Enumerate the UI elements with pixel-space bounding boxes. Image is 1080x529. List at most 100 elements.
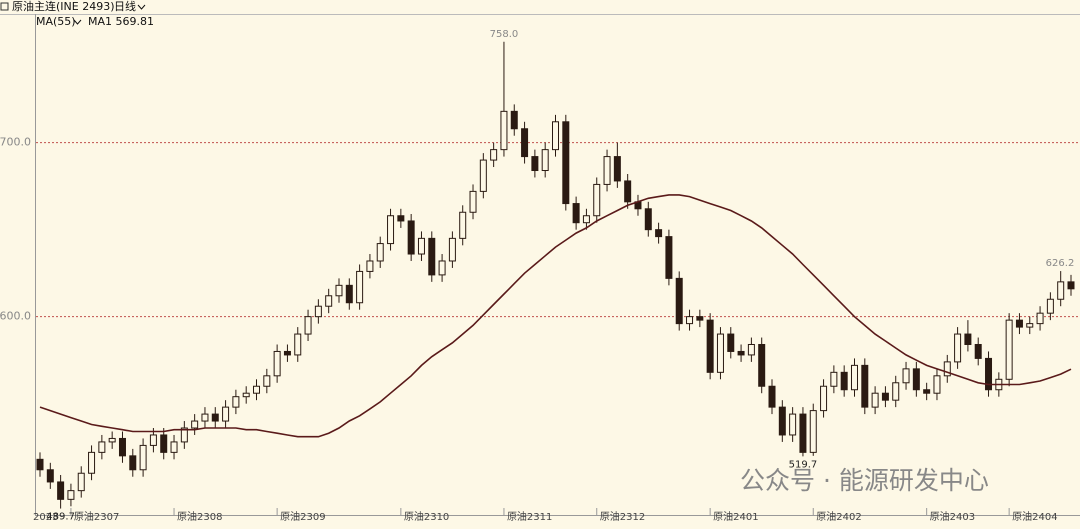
candle-body [696, 316, 704, 321]
candle-body [500, 110, 508, 151]
candle-body [943, 361, 951, 377]
candle-body [88, 451, 96, 474]
x-tick-label: 原油2310 [404, 510, 449, 523]
candle-body [160, 434, 168, 453]
extreme-label: 758.0 [490, 29, 519, 40]
candle-body [36, 458, 44, 471]
period-dropdown[interactable] [137, 4, 146, 10]
candle-body [541, 149, 549, 172]
candle-body [737, 350, 745, 356]
candle-body [809, 410, 817, 453]
candle-body [510, 110, 518, 130]
x-tick-label: 原油2401 [713, 510, 758, 523]
extreme-label: 489.7 [46, 512, 75, 523]
y-tick-label: 700.0 [0, 136, 31, 149]
candle-body [912, 368, 920, 391]
candle-body [552, 121, 559, 151]
candle-body [438, 260, 446, 276]
candle-body [263, 375, 271, 387]
candle-body [376, 243, 384, 262]
candle-body [428, 237, 436, 276]
candle-body [747, 343, 755, 356]
candle-body [294, 333, 302, 356]
candle-body [139, 444, 147, 471]
candle-body [1067, 281, 1075, 290]
x-tick-label: 原油2402 [816, 510, 861, 523]
candle-body [727, 333, 735, 352]
candle-body [335, 284, 343, 297]
candle-body [118, 437, 126, 457]
extreme-label: 626.2 [1046, 258, 1075, 269]
candle-body [768, 385, 776, 408]
candle-body [479, 159, 487, 192]
candle-body [273, 350, 281, 377]
candle-body [211, 413, 219, 422]
candle-body [799, 413, 807, 453]
candle-body [954, 333, 962, 363]
candle-body [706, 319, 714, 373]
x-tick-label: 2023 [33, 512, 58, 523]
candle-body [686, 316, 694, 325]
candle-body [314, 305, 322, 318]
candle-body [417, 237, 425, 255]
candle-body [655, 229, 663, 238]
candle-body [850, 364, 858, 391]
extreme-label: 519.7 [789, 459, 818, 470]
candle-body [881, 392, 889, 401]
candle-body [758, 343, 766, 387]
candle-body [840, 371, 848, 391]
x-tick-label: 原油2312 [600, 510, 645, 523]
candle-body [624, 180, 632, 203]
candle-body [490, 149, 498, 161]
candle-body [366, 260, 374, 272]
candle-body [820, 385, 828, 412]
candle-body [170, 441, 178, 453]
candle-body [871, 392, 879, 408]
candle-body [304, 316, 312, 335]
candle-body [861, 364, 869, 408]
candle-body [253, 385, 261, 394]
candle-body [789, 413, 797, 436]
candle-body [593, 183, 601, 217]
candle-body [644, 208, 652, 231]
x-tick-label: 原油2311 [507, 510, 552, 523]
x-tick-label: 原油2403 [930, 510, 975, 523]
candle-body [108, 437, 116, 443]
candle-body [613, 156, 621, 182]
candle-body [325, 295, 333, 307]
candle-body [902, 368, 910, 384]
candle-body [232, 396, 240, 408]
candle-body [974, 343, 982, 359]
x-tick-label: 原油2404 [1012, 510, 1057, 523]
candle-body [985, 357, 993, 391]
candle-body [283, 350, 291, 356]
candle-body [149, 434, 157, 446]
candle-body [572, 203, 580, 224]
candle-body [98, 441, 106, 453]
candle-body [77, 472, 85, 492]
candle-body [665, 236, 673, 279]
candle-body [387, 215, 395, 245]
watermark: 公众号 · 能源研发中心 [740, 466, 989, 495]
candle-body [180, 427, 188, 443]
candle-body [407, 220, 415, 255]
candle-body [830, 371, 838, 387]
indicator-label[interactable]: MA(55) [36, 15, 76, 28]
candle-body [923, 389, 931, 394]
candle-body [562, 121, 570, 205]
indicator-dropdown[interactable] [73, 19, 82, 25]
candle-body [242, 392, 250, 398]
candle-body [582, 215, 590, 224]
candle-body [675, 277, 683, 325]
period-label[interactable]: 日线 [114, 0, 136, 13]
chart-title: 原油主连(INE 2493) [12, 0, 115, 13]
candle-body [469, 190, 477, 213]
candle-body [201, 413, 209, 422]
x-tick-label: 原油2308 [177, 510, 222, 523]
candle-body [1005, 319, 1013, 380]
candle-body [1057, 281, 1065, 300]
candle-body [129, 455, 137, 471]
